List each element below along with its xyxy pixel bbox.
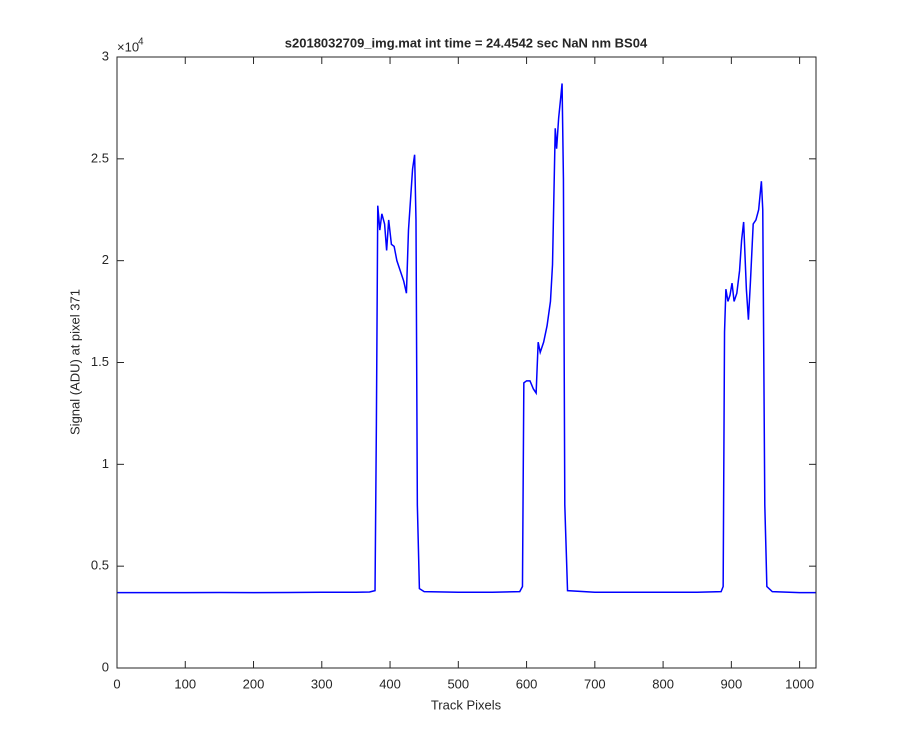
- y-tick-label: 0: [102, 659, 109, 674]
- chart-title: s2018032709_img.mat int time = 24.4542 s…: [285, 35, 648, 50]
- y-tick-label: 3: [102, 48, 109, 63]
- x-tick-label: 800: [652, 676, 674, 691]
- x-tick-label: 400: [379, 676, 401, 691]
- x-tick-label: 700: [584, 676, 606, 691]
- y-exponent-power: 4: [138, 37, 144, 48]
- plot-frame: [116, 56, 817, 669]
- y-tick-label: 1.5: [91, 354, 109, 369]
- y-tick-label: 2: [102, 252, 109, 267]
- x-tick-label: 0: [113, 676, 120, 691]
- y-tick-label: 1: [102, 456, 109, 471]
- data-line: [117, 83, 816, 594]
- x-tick-label: 100: [174, 676, 196, 691]
- y-axis-label: Signal (ADU) at pixel 371: [67, 289, 82, 435]
- x-tick-label: 900: [721, 676, 743, 691]
- y-tick-label: 2.5: [91, 150, 109, 165]
- x-tick-label: 1000: [785, 676, 814, 691]
- y-exponent-base: ×10: [117, 39, 139, 54]
- x-tick-label: 600: [516, 676, 538, 691]
- x-axis-label: Track Pixels: [431, 697, 502, 712]
- y-tick-label: 0.5: [91, 558, 109, 573]
- x-tick-label: 300: [311, 676, 333, 691]
- x-tick-label: 500: [447, 676, 469, 691]
- x-tick-label: 200: [243, 676, 265, 691]
